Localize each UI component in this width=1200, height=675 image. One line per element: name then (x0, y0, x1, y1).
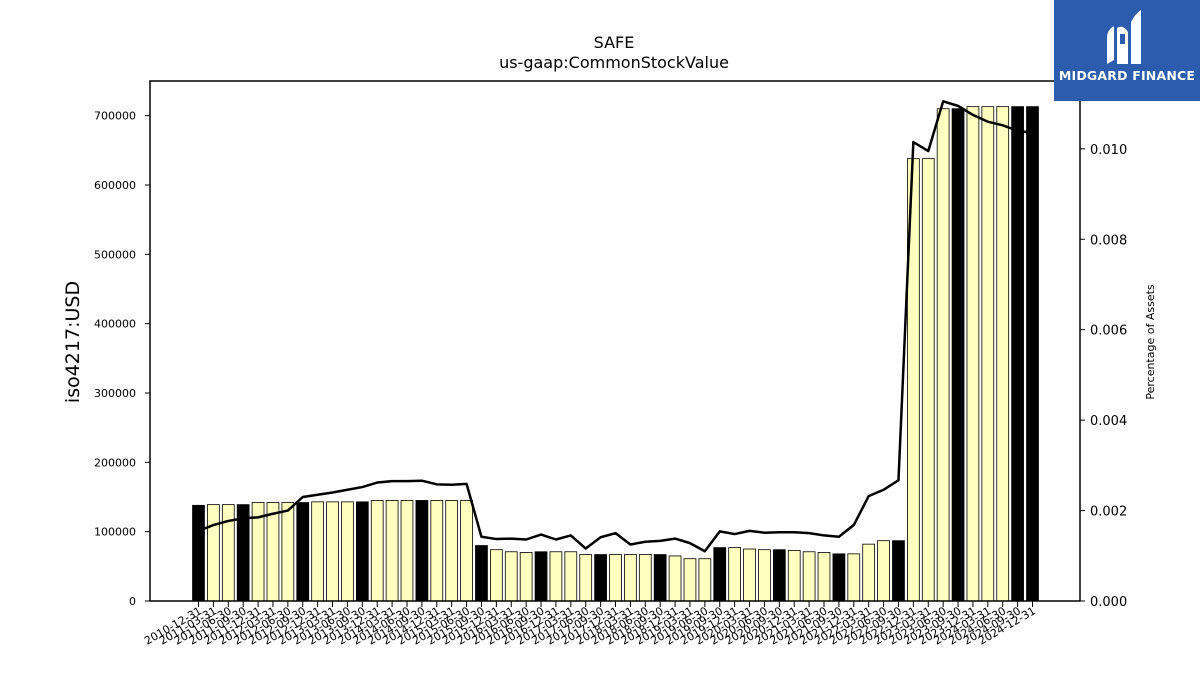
y2-tick-label: 0.008 (1090, 233, 1127, 248)
bar (638, 554, 652, 602)
chart-subtitle: us-gaap:CommonStockValue (499, 53, 729, 72)
bar (743, 548, 756, 602)
y-tick-label: 400000 (94, 318, 136, 331)
bar (609, 554, 622, 602)
bar (668, 555, 682, 602)
y-tick-label: 200000 (94, 456, 136, 469)
bar (430, 500, 444, 602)
bar (653, 554, 667, 602)
bar-group (192, 106, 1039, 602)
bar (1026, 106, 1039, 602)
y2-tick-label: 0.004 (1090, 414, 1127, 429)
bar (758, 549, 771, 602)
bar (594, 554, 607, 602)
bar (281, 502, 295, 602)
y-tick-label: 700000 (94, 110, 136, 123)
logo-text: MIDGARD FINANCE (1058, 68, 1196, 83)
y-tick-label: 500000 (94, 248, 136, 261)
y-axis-label: iso4217:USD (62, 281, 84, 403)
bar (266, 502, 280, 602)
bar (579, 554, 593, 602)
bar (370, 500, 384, 602)
bar (355, 501, 369, 602)
bar (385, 500, 399, 602)
bar (877, 540, 890, 602)
bar (192, 504, 205, 602)
line-layer (198, 100, 1033, 553)
y2-tick-label: 0.000 (1090, 595, 1127, 610)
bar (772, 549, 786, 602)
y2-tick-label: 0.002 (1090, 505, 1127, 520)
y2-axis-label: Percentage of Assets (1144, 284, 1157, 400)
percentage-line (198, 100, 1033, 553)
bar (787, 549, 801, 602)
bar (489, 549, 503, 602)
bar (341, 501, 354, 602)
bar (921, 158, 935, 602)
bar (802, 551, 816, 602)
y-tick-label: 300000 (94, 387, 136, 400)
bar (475, 545, 488, 602)
bar (847, 553, 861, 602)
bar (728, 547, 742, 602)
midgard-finance-logo: MIDGARD FINANCE (1054, 0, 1200, 101)
bar (996, 106, 1010, 602)
bar (326, 501, 339, 602)
bar (1011, 106, 1024, 602)
bar (311, 501, 325, 602)
bar (951, 108, 965, 602)
y-tick-label: 100000 (94, 526, 136, 539)
y2-tick-label: 0.006 (1090, 324, 1127, 339)
bar (862, 543, 876, 602)
bar (981, 106, 995, 602)
y2-tick-label: 0.010 (1090, 143, 1127, 158)
bar (207, 504, 220, 602)
bar (892, 540, 905, 602)
bar (698, 558, 712, 602)
bar (564, 551, 578, 602)
bar (549, 551, 563, 602)
bar (460, 500, 473, 602)
y2-axis: 0.000 0.002 0.004 0.006 0.008 0.010 (1080, 143, 1127, 610)
bar (445, 500, 459, 602)
bar (936, 108, 950, 602)
bar (966, 106, 980, 602)
bar (624, 554, 637, 602)
bar (817, 552, 831, 602)
y-tick-label: 0 (129, 595, 136, 608)
bar (415, 500, 429, 602)
bar (683, 558, 697, 602)
logo-mark-icon (1107, 10, 1141, 65)
y-axis: 0 100000 200000 300000 400000 500000 600000 700… (94, 110, 150, 608)
bar (400, 500, 414, 602)
bar (504, 551, 518, 602)
bar (519, 552, 533, 602)
x-axis: 2010-12-312011-03-312011-06-302011-09-30… (142, 601, 1038, 648)
bar (534, 551, 548, 602)
y-tick-label: 600000 (94, 179, 136, 192)
bar (296, 502, 310, 602)
chart-title: SAFE (594, 33, 635, 52)
bar (832, 553, 846, 602)
bar (713, 547, 727, 602)
